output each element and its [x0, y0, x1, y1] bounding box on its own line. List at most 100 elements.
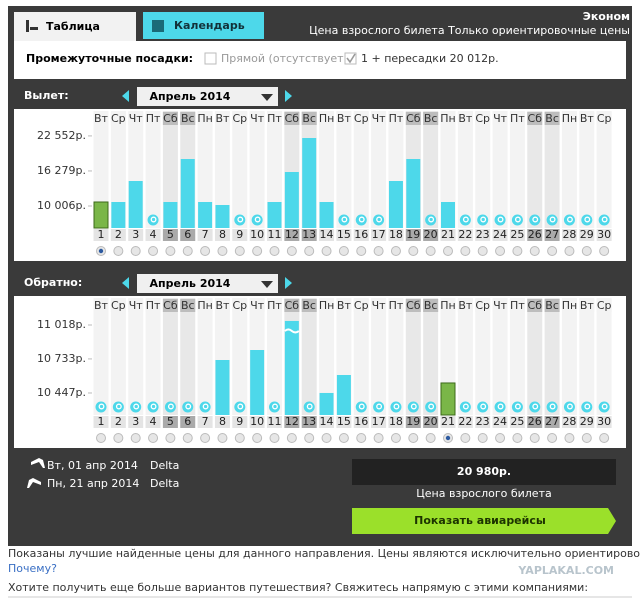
search-icon[interactable] — [459, 214, 471, 226]
day-radio[interactable] — [269, 246, 280, 256]
price-bar[interactable] — [388, 181, 403, 228]
day-radio[interactable] — [460, 433, 471, 443]
prev-month[interactable] — [122, 277, 129, 289]
tab-label[interactable]: Календарь — [174, 19, 245, 32]
price-bar[interactable] — [215, 205, 230, 228]
day-radio[interactable] — [512, 433, 523, 443]
next-month[interactable] — [285, 90, 292, 102]
search-icon[interactable] — [95, 401, 107, 413]
why-link[interactable]: Почему? — [8, 562, 57, 575]
day-radio[interactable] — [373, 246, 384, 256]
day-radio[interactable] — [252, 433, 263, 443]
price-bar[interactable] — [267, 202, 282, 228]
search-icon[interactable] — [494, 401, 506, 413]
search-button[interactable] — [352, 508, 616, 534]
search-icon[interactable] — [373, 214, 385, 226]
price-bar[interactable] — [284, 172, 299, 228]
day-radio[interactable] — [252, 246, 263, 256]
price-bar[interactable] — [93, 201, 109, 229]
day-radio[interactable] — [217, 246, 228, 256]
day-radio[interactable] — [529, 433, 540, 443]
price-bar[interactable] — [319, 392, 334, 415]
day-radio[interactable] — [460, 246, 471, 256]
month-select[interactable] — [137, 87, 278, 106]
day-radio[interactable] — [269, 433, 280, 443]
day-radio[interactable] — [477, 246, 488, 256]
day-radio[interactable] — [182, 246, 193, 256]
day-radio[interactable] — [286, 433, 297, 443]
price-bar[interactable] — [336, 375, 351, 415]
day-radio[interactable] — [200, 433, 211, 443]
day-radio[interactable] — [581, 433, 592, 443]
search-icon[interactable] — [459, 401, 471, 413]
checkbox[interactable] — [344, 52, 357, 65]
search-icon[interactable] — [199, 401, 211, 413]
search-icon[interactable] — [234, 214, 246, 226]
day-radio[interactable] — [338, 433, 349, 443]
search-icon[interactable] — [477, 401, 489, 413]
day-radio[interactable] — [130, 433, 141, 443]
day-radio[interactable] — [529, 246, 540, 256]
search-icon[interactable] — [581, 401, 593, 413]
search-icon[interactable] — [494, 214, 506, 226]
price-bar[interactable] — [319, 202, 334, 228]
price-bar[interactable] — [111, 202, 126, 228]
day-radio[interactable] — [148, 433, 159, 443]
search-icon[interactable] — [303, 401, 315, 413]
price-bar[interactable] — [163, 202, 178, 228]
price-bar[interactable] — [215, 360, 230, 415]
search-icon[interactable] — [425, 214, 437, 226]
day-radio[interactable] — [234, 433, 245, 443]
price-bar[interactable] — [128, 181, 143, 228]
search-icon[interactable] — [147, 401, 159, 413]
price-bar[interactable] — [406, 159, 421, 228]
search-icon[interactable] — [598, 214, 610, 226]
day-radio[interactable] — [443, 246, 453, 256]
day-radio[interactable] — [96, 433, 106, 443]
day-radio[interactable] — [564, 433, 575, 443]
day-radio[interactable] — [165, 246, 176, 256]
search-icon[interactable] — [598, 401, 610, 413]
search-icon[interactable] — [563, 401, 575, 413]
day-radio[interactable] — [182, 433, 193, 443]
search-icon[interactable] — [164, 401, 176, 413]
prev-month[interactable] — [122, 90, 129, 102]
filter-option[interactable]: Прямой (отсутствует) — [221, 52, 348, 65]
search-icon[interactable] — [373, 401, 385, 413]
day-radio[interactable] — [425, 246, 436, 256]
day-radio[interactable] — [321, 433, 332, 443]
day-radio[interactable] — [217, 433, 228, 443]
search-icon[interactable] — [112, 401, 124, 413]
price-bar[interactable] — [180, 159, 195, 228]
next-month[interactable] — [285, 277, 292, 289]
search-icon[interactable] — [581, 214, 593, 226]
search-icon[interactable] — [147, 214, 159, 226]
day-radio[interactable] — [512, 246, 523, 256]
day-radio[interactable] — [304, 246, 315, 256]
month[interactable]: Апрель 2014 — [150, 277, 231, 290]
button-label[interactable]: Показать авиарейсы — [414, 514, 546, 527]
day-radio[interactable] — [113, 433, 124, 443]
search-icon[interactable] — [546, 214, 558, 226]
day-radio[interactable] — [495, 246, 506, 256]
day-radio[interactable] — [547, 433, 558, 443]
search-icon[interactable] — [234, 401, 246, 413]
tab[interactable] — [14, 12, 136, 41]
search-icon[interactable] — [563, 214, 575, 226]
day-radio[interactable] — [321, 246, 332, 256]
day-radio[interactable] — [286, 246, 297, 256]
day-radio[interactable] — [113, 246, 124, 256]
price-bar[interactable] — [441, 202, 455, 228]
day-radio[interactable] — [599, 433, 610, 443]
search-icon[interactable] — [511, 214, 523, 226]
price-bar[interactable] — [440, 382, 456, 416]
search-icon[interactable] — [390, 401, 402, 413]
day-radio[interactable] — [338, 246, 349, 256]
day-radio[interactable] — [547, 246, 558, 256]
price-bar[interactable] — [284, 320, 299, 415]
filter-option[interactable]: 1 + пересадки 20 012р. — [361, 52, 499, 65]
day-radio[interactable] — [477, 433, 488, 443]
price-bar[interactable] — [250, 350, 265, 415]
day-radio[interactable] — [356, 246, 367, 256]
search-icon[interactable] — [407, 401, 419, 413]
